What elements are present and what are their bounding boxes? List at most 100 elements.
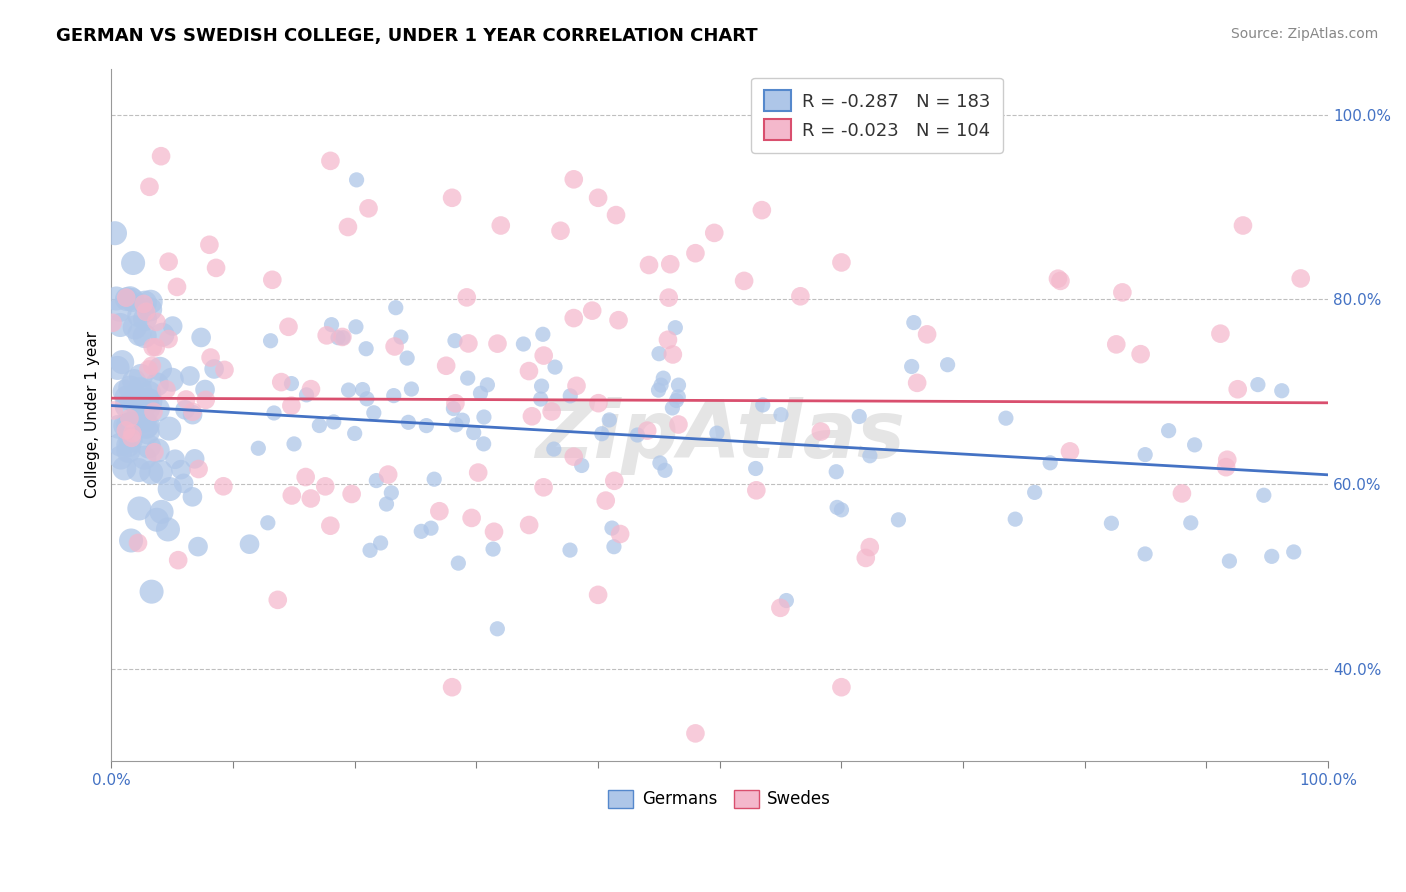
Point — [830, 680, 852, 694]
Point — [463, 425, 485, 440]
Point — [132, 413, 155, 427]
Point — [259, 334, 281, 348]
Point — [194, 392, 217, 407]
Point — [745, 483, 768, 498]
Point — [384, 301, 406, 315]
Point — [162, 319, 184, 334]
Point — [214, 363, 236, 377]
Point — [344, 319, 367, 334]
Point — [1059, 444, 1081, 458]
Point — [200, 351, 222, 365]
Point — [343, 426, 366, 441]
Point — [810, 425, 832, 439]
Point — [156, 523, 179, 537]
Point — [668, 417, 690, 432]
Point — [128, 501, 150, 516]
Point — [121, 431, 143, 445]
Point — [322, 415, 344, 429]
Point — [830, 503, 852, 517]
Point — [581, 303, 603, 318]
Point — [1039, 456, 1062, 470]
Point — [150, 505, 173, 519]
Point — [314, 479, 336, 493]
Point — [626, 428, 648, 442]
Point — [1261, 549, 1284, 564]
Point — [1282, 545, 1305, 559]
Point — [434, 359, 457, 373]
Point — [1046, 271, 1069, 285]
Point — [769, 408, 792, 422]
Point — [1004, 512, 1026, 526]
Point — [114, 384, 136, 399]
Point — [212, 479, 235, 493]
Point — [105, 292, 128, 306]
Point — [174, 392, 197, 407]
Point — [482, 542, 505, 557]
Point — [1129, 347, 1152, 361]
Point — [855, 550, 877, 565]
Point — [129, 382, 152, 396]
Point — [142, 340, 165, 354]
Point — [110, 318, 132, 332]
Point — [117, 443, 139, 458]
Point — [262, 273, 284, 287]
Point — [636, 424, 658, 438]
Point — [346, 173, 368, 187]
Point — [155, 383, 177, 397]
Point — [129, 368, 152, 383]
Point — [145, 340, 167, 354]
Point — [550, 224, 572, 238]
Point — [283, 437, 305, 451]
Point — [396, 351, 419, 365]
Point — [460, 511, 482, 525]
Point — [703, 226, 725, 240]
Point — [1133, 547, 1156, 561]
Point — [115, 291, 138, 305]
Point — [994, 411, 1017, 425]
Point — [336, 219, 359, 234]
Point — [531, 327, 554, 342]
Point — [444, 396, 467, 410]
Point — [141, 466, 163, 480]
Point — [103, 403, 125, 417]
Point — [280, 376, 302, 391]
Point — [170, 463, 193, 477]
Point — [332, 330, 354, 344]
Point — [187, 462, 209, 476]
Point — [706, 426, 728, 441]
Point — [160, 373, 183, 387]
Point — [662, 347, 685, 361]
Point — [558, 543, 581, 558]
Point — [115, 292, 138, 306]
Point — [139, 302, 162, 317]
Point — [415, 418, 437, 433]
Point — [1215, 460, 1237, 475]
Point — [733, 274, 755, 288]
Point — [149, 465, 172, 479]
Point — [165, 452, 187, 467]
Point — [751, 203, 773, 218]
Point — [638, 258, 661, 272]
Point — [181, 490, 204, 504]
Point — [380, 485, 402, 500]
Point — [789, 289, 811, 303]
Point — [375, 497, 398, 511]
Point — [107, 360, 129, 375]
Point — [457, 371, 479, 385]
Point — [533, 349, 555, 363]
Point — [482, 524, 505, 539]
Point — [190, 330, 212, 344]
Point — [903, 316, 925, 330]
Point — [905, 376, 928, 390]
Point — [530, 392, 553, 406]
Point — [132, 297, 155, 311]
Point — [377, 467, 399, 482]
Point — [135, 420, 157, 434]
Point — [382, 389, 405, 403]
Point — [366, 474, 388, 488]
Point — [520, 409, 543, 424]
Point — [270, 375, 292, 389]
Point — [441, 191, 464, 205]
Point — [127, 400, 149, 414]
Point — [174, 402, 197, 417]
